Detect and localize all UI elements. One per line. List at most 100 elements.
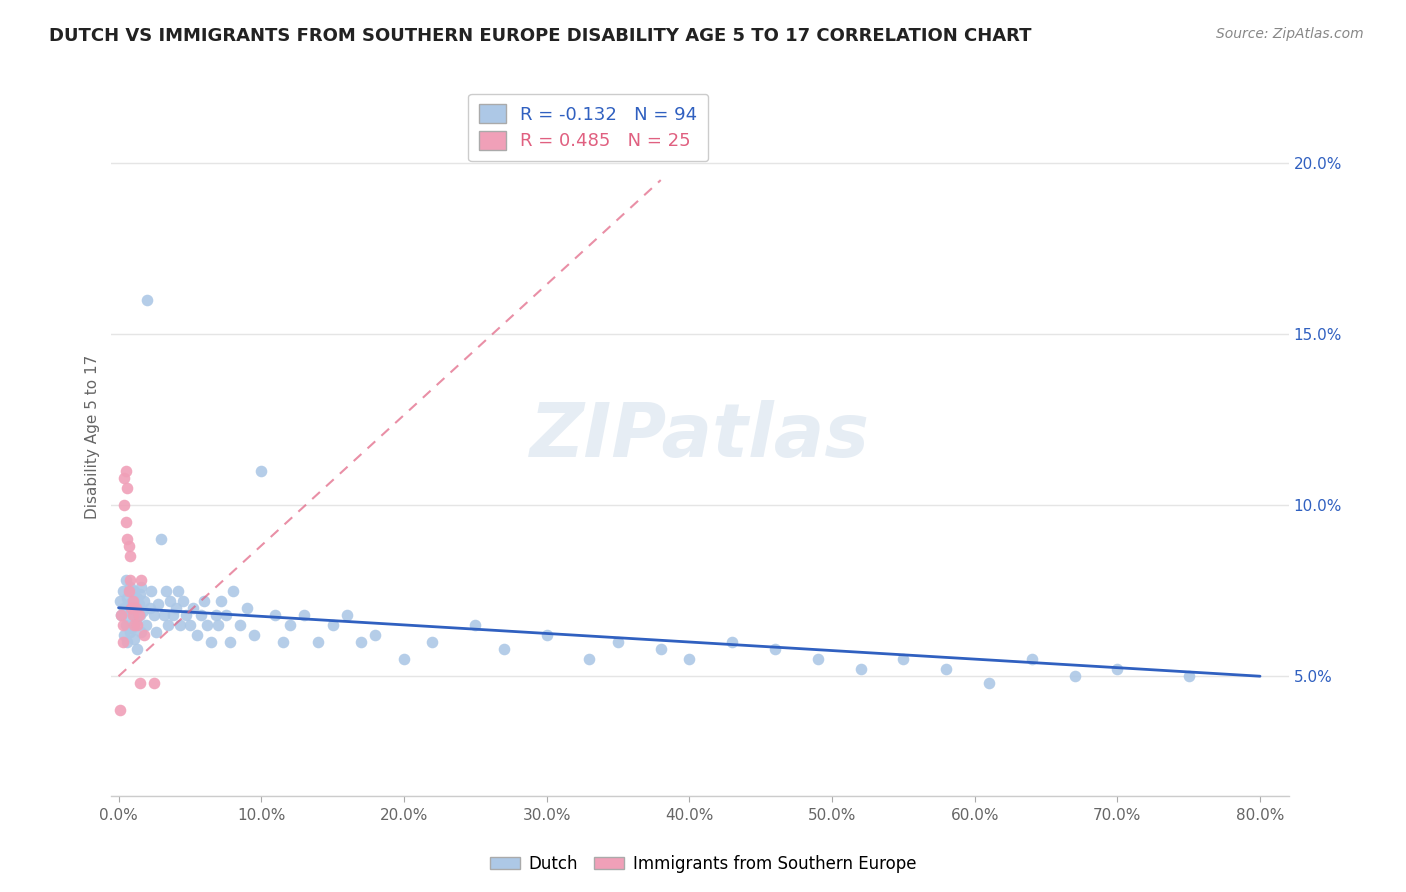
Point <box>114 515 136 529</box>
Point <box>135 618 157 632</box>
Point <box>118 574 141 588</box>
Point <box>807 652 830 666</box>
Point <box>115 481 138 495</box>
Point <box>186 628 208 642</box>
Point <box>112 471 135 485</box>
Point <box>364 628 387 642</box>
Point <box>763 641 786 656</box>
Point <box>129 607 152 622</box>
Point <box>1107 662 1129 676</box>
Point <box>136 293 159 307</box>
Point <box>236 600 259 615</box>
Point <box>131 624 153 639</box>
Point <box>110 607 132 622</box>
Point <box>131 574 153 588</box>
Point <box>209 594 232 608</box>
Point <box>193 594 215 608</box>
Point <box>124 600 146 615</box>
Point <box>124 600 146 615</box>
Text: DUTCH VS IMMIGRANTS FROM SOUTHERN EUROPE DISABILITY AGE 5 TO 17 CORRELATION CHAR: DUTCH VS IMMIGRANTS FROM SOUTHERN EUROPE… <box>49 27 1032 45</box>
Point <box>849 662 872 676</box>
Point <box>218 635 240 649</box>
Point <box>169 618 191 632</box>
Point <box>143 676 166 690</box>
Point <box>121 607 143 622</box>
Point <box>155 583 177 598</box>
Point <box>891 652 914 666</box>
Point <box>118 624 141 639</box>
Point <box>115 635 138 649</box>
Point <box>117 539 139 553</box>
Point <box>134 628 156 642</box>
Point <box>129 587 152 601</box>
Point <box>124 615 146 629</box>
Point <box>111 635 134 649</box>
Point <box>336 607 359 622</box>
Point <box>122 618 145 632</box>
Point <box>108 703 131 717</box>
Point <box>307 635 329 649</box>
Point <box>935 662 957 676</box>
Point <box>650 641 672 656</box>
Point <box>536 628 558 642</box>
Point <box>607 635 630 649</box>
Point <box>162 607 184 622</box>
Point <box>121 594 143 608</box>
Text: Source: ZipAtlas.com: Source: ZipAtlas.com <box>1216 27 1364 41</box>
Point <box>153 607 176 622</box>
Point <box>392 652 415 666</box>
Point <box>165 600 187 615</box>
Point <box>115 533 138 547</box>
Point <box>172 594 194 608</box>
Point <box>492 641 515 656</box>
Point <box>350 635 373 649</box>
Point <box>200 635 222 649</box>
Point <box>221 583 243 598</box>
Point <box>114 464 136 478</box>
Point <box>115 591 138 605</box>
Point <box>122 583 145 598</box>
Point <box>264 607 287 622</box>
Point <box>114 574 136 588</box>
Point <box>114 618 136 632</box>
Point <box>190 607 212 622</box>
Legend: R = -0.132   N = 94, R = 0.485   N = 25: R = -0.132 N = 94, R = 0.485 N = 25 <box>468 94 709 161</box>
Point <box>143 607 166 622</box>
Point <box>129 676 152 690</box>
Point <box>127 618 149 632</box>
Point <box>243 628 266 642</box>
Point <box>117 611 139 625</box>
Point <box>127 591 149 605</box>
Point <box>292 607 315 622</box>
Point <box>150 533 173 547</box>
Point <box>145 624 167 639</box>
Point <box>112 600 135 615</box>
Point <box>118 580 141 594</box>
Point <box>128 598 150 612</box>
Point <box>250 464 273 478</box>
Point <box>977 676 1000 690</box>
Point <box>174 607 197 622</box>
Point <box>159 594 181 608</box>
Point <box>207 618 229 632</box>
Point <box>271 635 294 649</box>
Point <box>229 618 252 632</box>
Point <box>148 598 170 612</box>
Point <box>117 583 139 598</box>
Point <box>132 604 155 618</box>
Y-axis label: Disability Age 5 to 17: Disability Age 5 to 17 <box>86 355 100 519</box>
Point <box>464 618 486 632</box>
Point <box>112 498 135 512</box>
Point <box>117 598 139 612</box>
Legend: Dutch, Immigrants from Southern Europe: Dutch, Immigrants from Southern Europe <box>484 848 922 880</box>
Point <box>278 618 301 632</box>
Point <box>181 600 204 615</box>
Point <box>128 607 150 622</box>
Point <box>122 632 145 646</box>
Point <box>110 607 132 622</box>
Text: ZIPatlas: ZIPatlas <box>530 401 870 474</box>
Point <box>1063 669 1085 683</box>
Point <box>112 628 135 642</box>
Point <box>127 641 149 656</box>
Point <box>422 635 444 649</box>
